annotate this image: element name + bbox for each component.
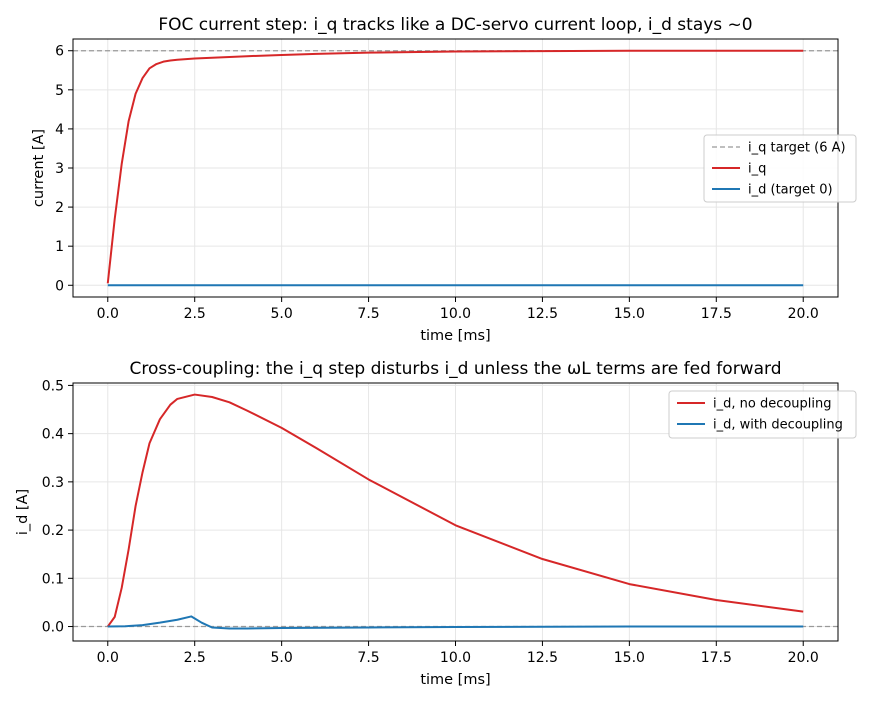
x-tick-label: 10.0 [440,306,471,322]
y-tick-label: 0.4 [42,427,64,443]
legend-label: i_d, with decoupling [713,418,843,433]
legend-label: i_q [748,162,766,177]
legend: i_d, no decoupling i_d, with decoupling [668,390,857,439]
y-tick-label: 0.1 [42,571,64,587]
x-tick-label: 12.5 [527,306,558,322]
chart-title: Cross-coupling: the i_q step disturbs i_… [130,359,782,379]
x-tick-label: 2.5 [184,650,206,666]
legend-box [703,134,857,203]
x-tick-label: 20.0 [788,650,819,666]
y-tick-label: 0 [55,278,64,294]
y-axis-label: i_d [A] [15,489,31,535]
x-tick-label: 15.0 [614,306,645,322]
y-tick-label: 0.5 [42,378,64,394]
x-tick-label: 7.5 [357,650,379,666]
y-tick-label: 1 [55,239,64,255]
y-tick-label: 0.0 [42,620,64,636]
chart-1: 0.0 2.5 5.0 7.5 10.0 12.5 15.0 17.5 20.0 0 1 2 3 4 5 6 F… [31,15,857,344]
legend: i_q target (6 A) i_q i_d (target 0) [703,134,857,203]
x-axis-label: time [ms] [420,672,490,688]
x-tick-label: 15.0 [614,650,645,666]
y-axis-label: current [A] [31,129,47,207]
x-tick-label: 0.0 [97,650,119,666]
x-tick-label: 2.5 [184,306,206,322]
x-tick-label: 5.0 [271,306,293,322]
x-axis-label: time [ms] [420,328,490,344]
x-tick-label: 12.5 [527,650,558,666]
x-tick-label: 20.0 [788,306,819,322]
x-tick-label: 17.5 [701,306,732,322]
x-tick-label: 10.0 [440,650,471,666]
y-tick-label: 3 [55,161,64,177]
legend-label: i_q target (6 A) [748,141,846,156]
x-tick-label: 7.5 [357,306,379,322]
y-tick-label: 4 [55,122,64,138]
y-tick-label: 5 [55,83,64,99]
legend-label: i_d (target 0) [748,183,833,198]
legend-box [668,390,857,439]
series-line-i-d-with-decoupling [107,615,804,630]
chart-2: 0.0 2.5 5.0 7.5 10.0 12.5 15.0 17.5 20.0 0.0 0.1 0.… [15,359,857,688]
x-tick-label: 17.5 [701,650,732,666]
series-line-i-d-no-decoupling [106,393,804,628]
y-tick-label: 0.2 [42,523,64,539]
legend-label: i_d, no decoupling [713,397,832,412]
x-tick-label: 0.0 [97,306,119,322]
y-tick-label: 0.3 [42,475,64,491]
y-tick-label: 6 [55,44,64,60]
y-tick-label: 2 [55,200,64,216]
x-tick-label: 5.0 [271,650,293,666]
series-line-i-q [106,49,804,284]
chart-title: FOC current step: i_q tracks like a DC-s… [158,15,752,35]
